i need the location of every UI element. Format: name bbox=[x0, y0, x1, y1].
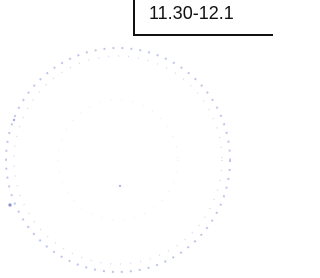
stamp-speck bbox=[8, 203, 11, 206]
stamp-speck bbox=[13, 119, 15, 121]
stamp-outer-ring bbox=[6, 48, 230, 272]
stamp bbox=[0, 0, 268, 278]
stamp-inner-ring bbox=[14, 56, 222, 264]
stamp-center-ring bbox=[58, 100, 178, 220]
stamp-speck bbox=[119, 185, 121, 187]
time-box: 11.30-12.1 bbox=[133, 0, 273, 36]
time-text: 11.30-12.1 bbox=[149, 3, 234, 24]
page: 11.30-12.1 {"time_box": {"text": "11.30-… bbox=[0, 0, 268, 278]
